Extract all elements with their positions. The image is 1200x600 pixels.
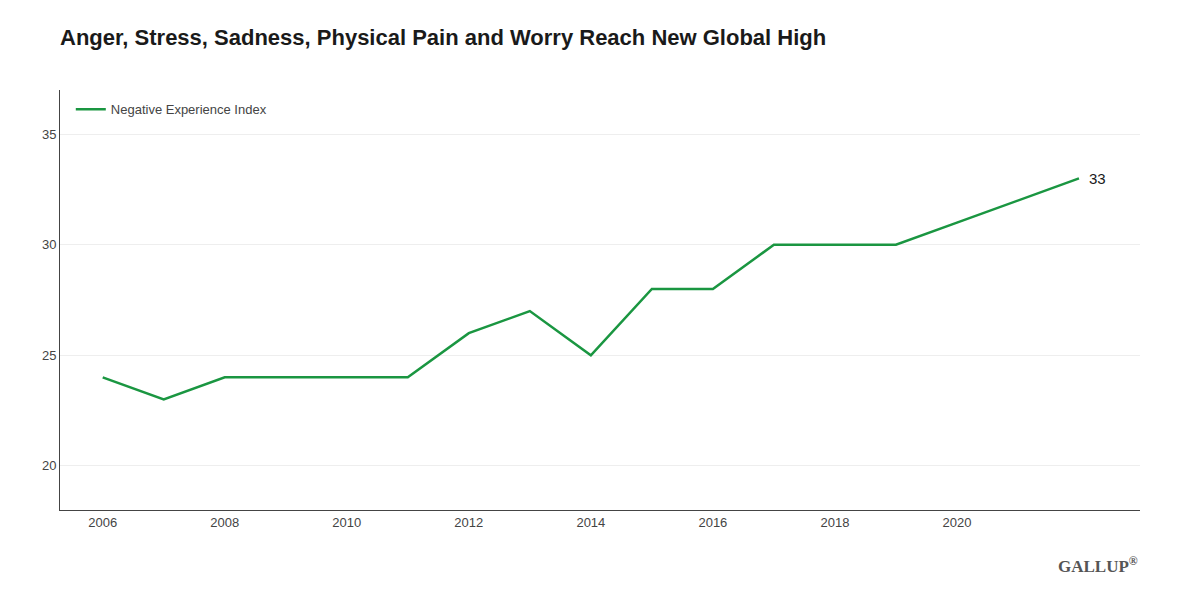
svg-text:2016: 2016 [698,515,727,530]
svg-text:2008: 2008 [210,515,239,530]
svg-text:Anger, Stress, Sadness, Physic: Anger, Stress, Sadness, Physical Pain an… [60,25,826,50]
svg-text:Negative Experience Index: Negative Experience Index [111,102,267,117]
svg-text:20: 20 [42,458,56,473]
svg-text:35: 35 [42,127,56,142]
svg-text:30: 30 [42,237,56,252]
svg-text:2014: 2014 [576,515,605,530]
svg-text:2020: 2020 [942,515,971,530]
svg-text:2018: 2018 [820,515,849,530]
svg-text:2012: 2012 [454,515,483,530]
svg-text:2006: 2006 [88,515,117,530]
svg-text:GALLUP​®​: GALLUP​®​ [1058,554,1138,576]
svg-text:25: 25 [42,348,56,363]
svg-text:2010: 2010 [332,515,361,530]
svg-text:33: 33 [1089,170,1106,187]
